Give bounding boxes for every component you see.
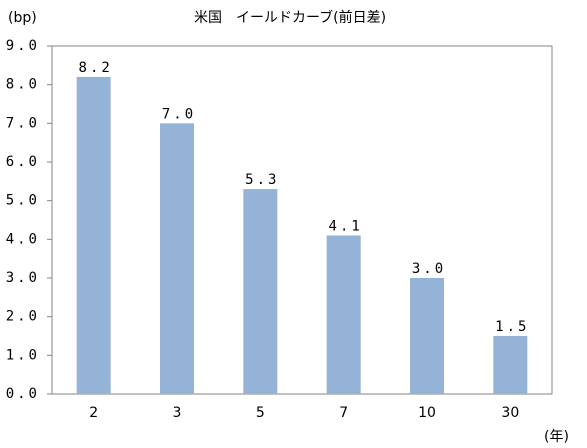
value-label: 5.3 [245, 172, 279, 188]
bar [160, 123, 194, 394]
y-tick-label: 5.0 [6, 193, 40, 209]
x-tick-label: 7 [339, 405, 348, 421]
x-tick-label: 3 [173, 405, 182, 421]
chart-title: 米国 イールドカーブ(前日差) [194, 9, 386, 26]
x-tick-label: 5 [256, 405, 265, 421]
x-tick-label: 10 [418, 405, 436, 421]
value-label: 7.0 [162, 106, 196, 122]
x-tick-label: 2 [89, 405, 98, 421]
y-tick-label: 4.0 [6, 231, 40, 247]
bar [243, 189, 278, 394]
value-label: 4.1 [329, 218, 363, 234]
x-axis-label: (年) [544, 429, 569, 445]
value-label: 1.5 [495, 319, 529, 335]
y-tick-label: 1.0 [6, 347, 40, 363]
y-tick-label: 8.0 [6, 77, 40, 93]
y-tick-label: 3.0 [6, 270, 40, 286]
bar [76, 76, 111, 394]
y-tick-label: 7.0 [6, 115, 40, 131]
y-axis-label: (bp) [8, 10, 37, 26]
y-tick-label: 9.0 [6, 38, 40, 54]
plot-frame [51, 45, 553, 395]
value-label: 3.0 [412, 261, 446, 277]
y-tick-label: 6.0 [6, 154, 40, 170]
x-tick-label: 30 [501, 405, 519, 421]
bar [326, 235, 361, 394]
value-label: 8.2 [79, 60, 113, 76]
bar [410, 278, 444, 394]
y-tick-label: 2.0 [6, 309, 40, 325]
y-tick-label: 0.0 [6, 386, 40, 402]
bar [493, 336, 528, 394]
